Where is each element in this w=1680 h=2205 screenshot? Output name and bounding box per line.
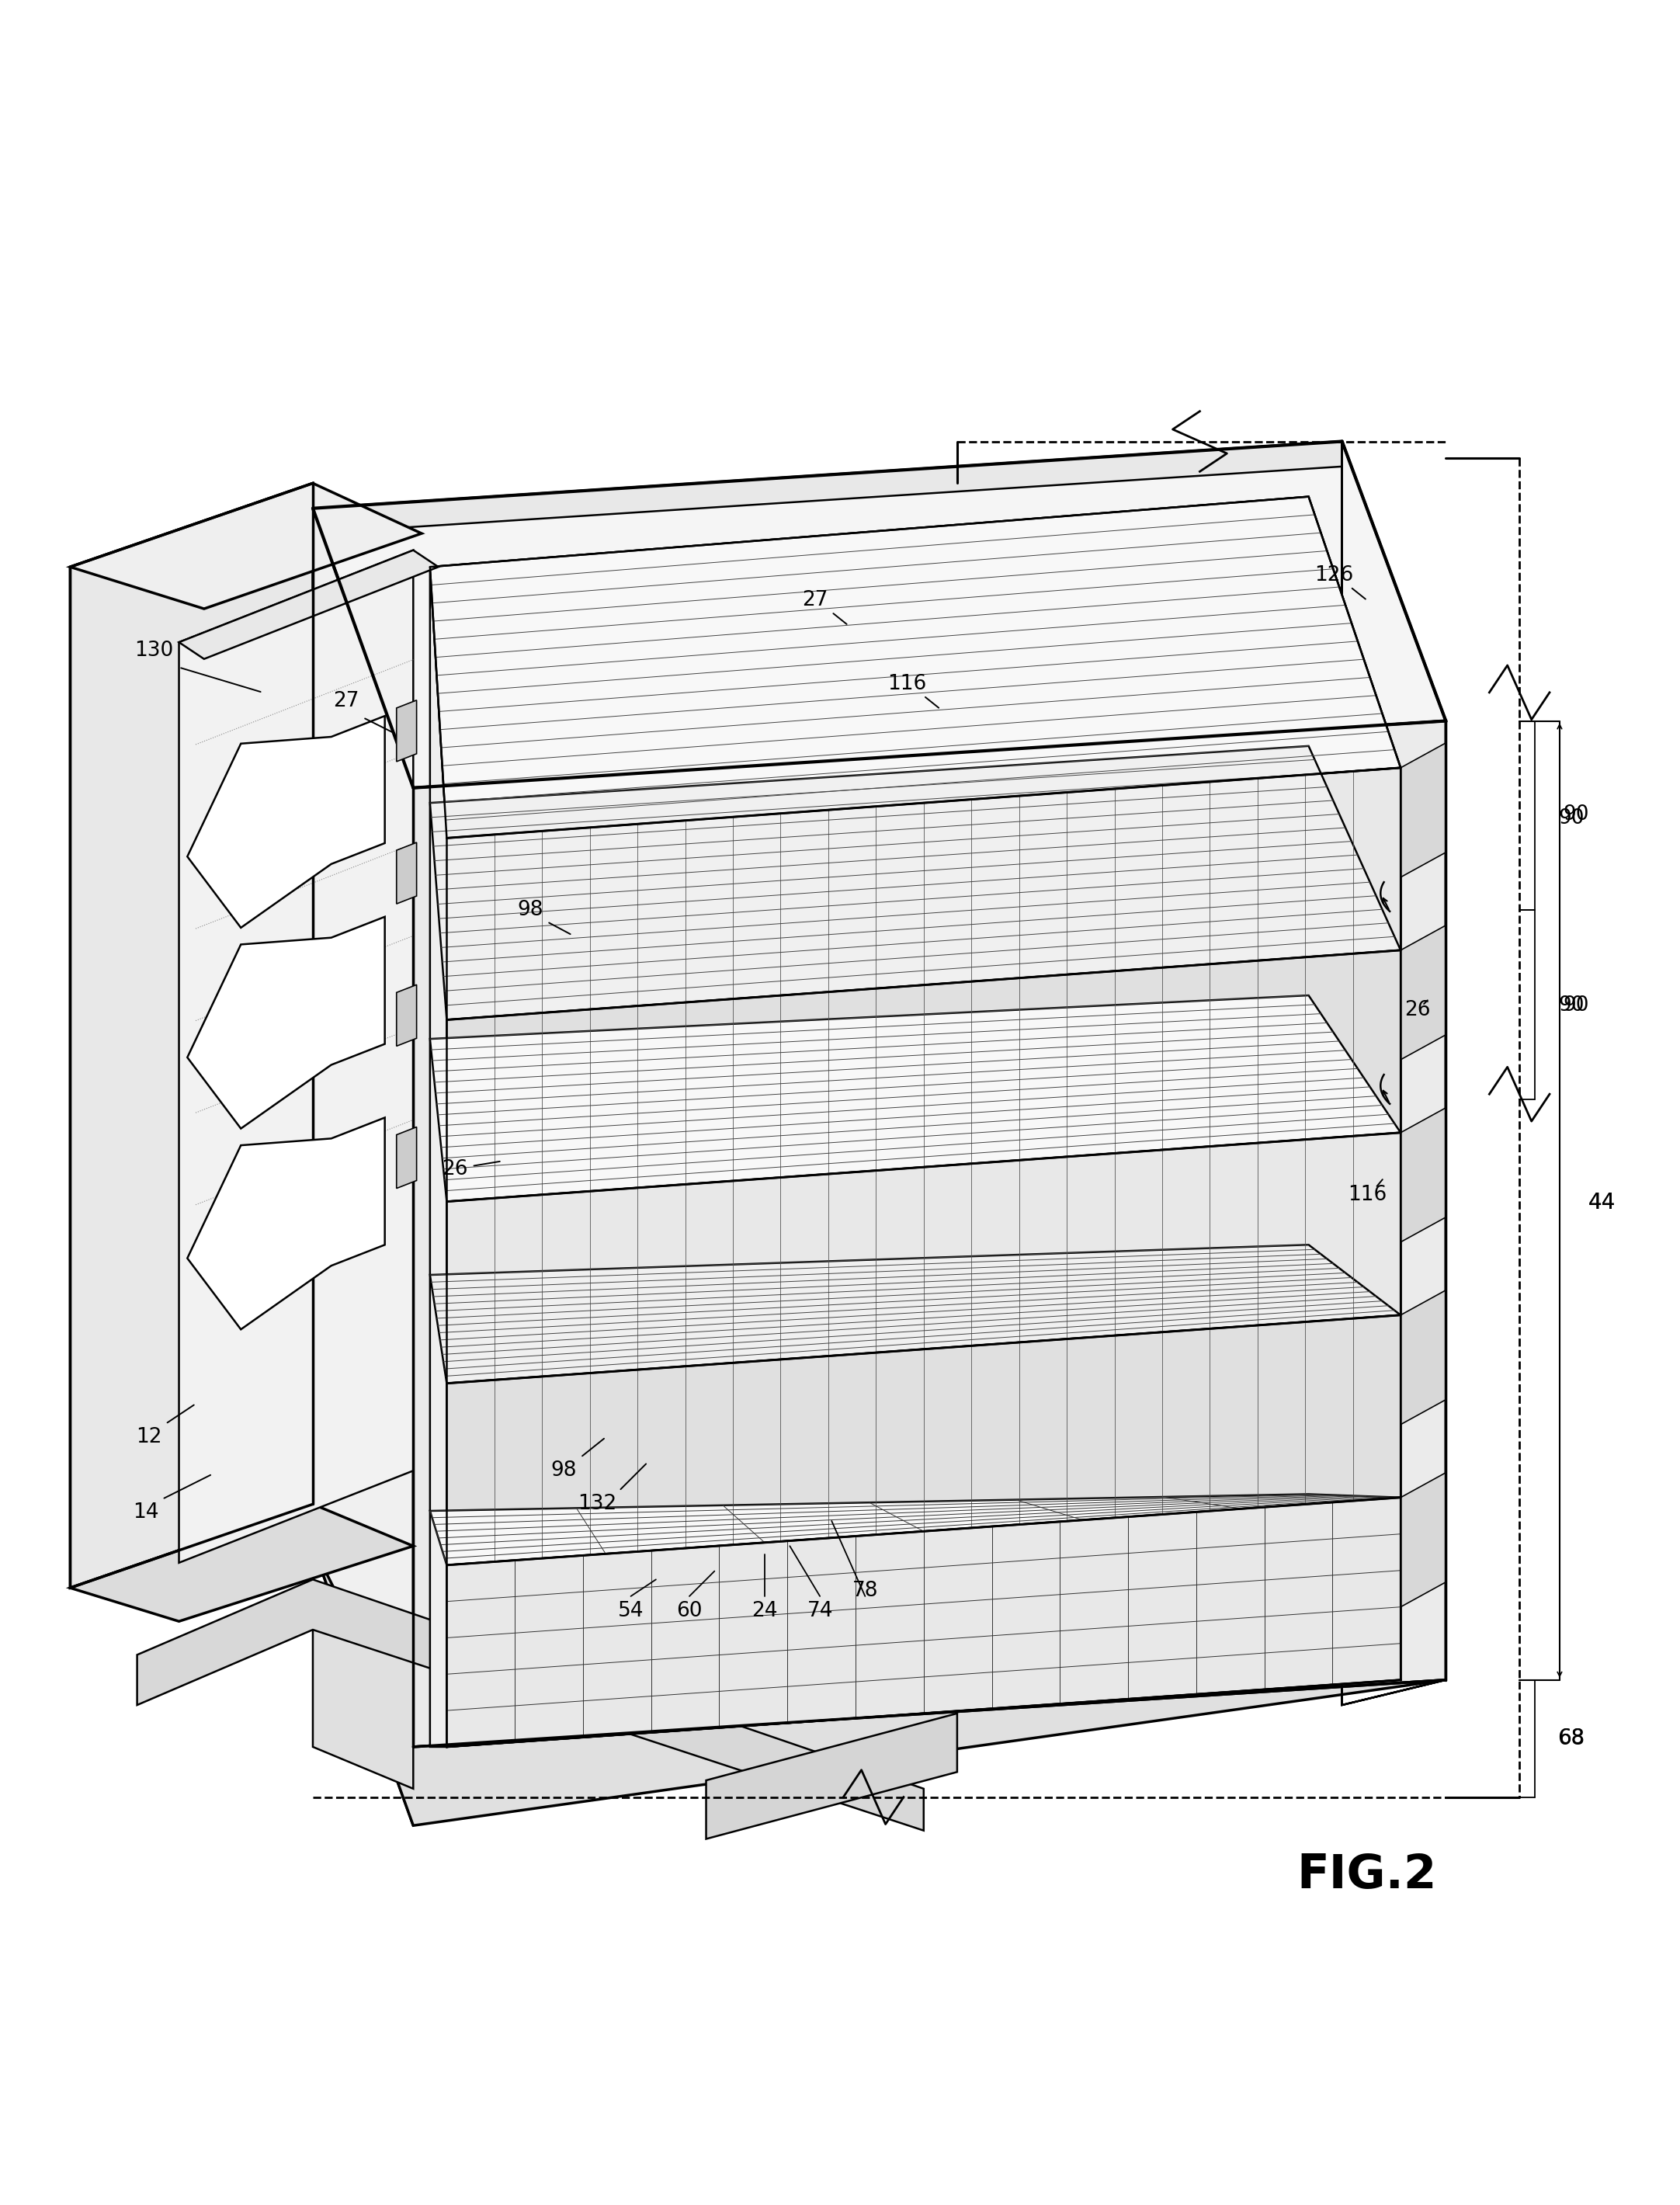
Polygon shape: [396, 842, 417, 904]
Polygon shape: [180, 551, 413, 1563]
Polygon shape: [396, 701, 417, 761]
Text: FIG.2: FIG.2: [1297, 1852, 1436, 1899]
Polygon shape: [71, 1504, 413, 1621]
Text: 132: 132: [578, 1495, 617, 1515]
Polygon shape: [71, 483, 422, 609]
Text: 78: 78: [852, 1581, 879, 1601]
Text: 130: 130: [134, 639, 173, 661]
Text: 26: 26: [442, 1160, 469, 1180]
Polygon shape: [188, 1118, 385, 1330]
Text: 60: 60: [677, 1601, 702, 1621]
Polygon shape: [138, 1579, 924, 1830]
Polygon shape: [1401, 743, 1446, 878]
Polygon shape: [447, 1497, 1401, 1746]
Text: 26: 26: [1404, 1001, 1430, 1021]
Text: 116: 116: [1347, 1184, 1386, 1204]
Polygon shape: [447, 1314, 1401, 1566]
Polygon shape: [413, 721, 1446, 1746]
Text: 126: 126: [1314, 564, 1352, 584]
Text: 90: 90: [1564, 805, 1589, 825]
Polygon shape: [312, 1588, 413, 1788]
Polygon shape: [430, 496, 1401, 838]
Polygon shape: [312, 441, 1446, 787]
Text: 44: 44: [1588, 1193, 1614, 1213]
Polygon shape: [312, 441, 1342, 534]
Text: 68: 68: [1559, 1729, 1584, 1749]
Text: 98: 98: [551, 1460, 576, 1482]
Polygon shape: [1401, 1107, 1446, 1241]
Polygon shape: [430, 994, 1401, 1202]
Polygon shape: [447, 767, 1401, 1746]
Polygon shape: [430, 567, 447, 1746]
Text: 24: 24: [751, 1601, 778, 1621]
Polygon shape: [1401, 1473, 1446, 1607]
Text: 90: 90: [1559, 994, 1584, 1017]
Polygon shape: [447, 950, 1401, 1202]
Text: 27: 27: [801, 591, 828, 611]
Polygon shape: [430, 745, 1401, 1021]
Polygon shape: [71, 483, 312, 1588]
Polygon shape: [706, 1713, 958, 1839]
Polygon shape: [312, 1546, 1446, 1826]
Polygon shape: [447, 767, 1401, 1021]
Polygon shape: [447, 1133, 1401, 1383]
Polygon shape: [430, 1495, 1401, 1566]
Text: 54: 54: [618, 1601, 643, 1621]
Polygon shape: [396, 986, 417, 1045]
Polygon shape: [1401, 1290, 1446, 1424]
Text: 14: 14: [133, 1502, 158, 1524]
Text: 68: 68: [1557, 1729, 1584, 1749]
Polygon shape: [430, 1246, 1401, 1383]
Text: 27: 27: [333, 690, 360, 710]
Polygon shape: [396, 1127, 417, 1188]
Text: 90: 90: [1564, 994, 1589, 1017]
Polygon shape: [430, 496, 1401, 838]
Text: 116: 116: [887, 675, 926, 695]
Polygon shape: [312, 509, 413, 1826]
Polygon shape: [1342, 441, 1446, 1704]
Text: 90: 90: [1559, 807, 1584, 829]
Text: 44: 44: [1588, 1193, 1614, 1213]
Text: 74: 74: [806, 1601, 833, 1621]
Polygon shape: [180, 551, 438, 659]
Polygon shape: [188, 717, 385, 928]
Polygon shape: [188, 917, 385, 1129]
Polygon shape: [1401, 926, 1446, 1061]
Text: 98: 98: [517, 900, 543, 919]
Text: 12: 12: [136, 1427, 161, 1446]
